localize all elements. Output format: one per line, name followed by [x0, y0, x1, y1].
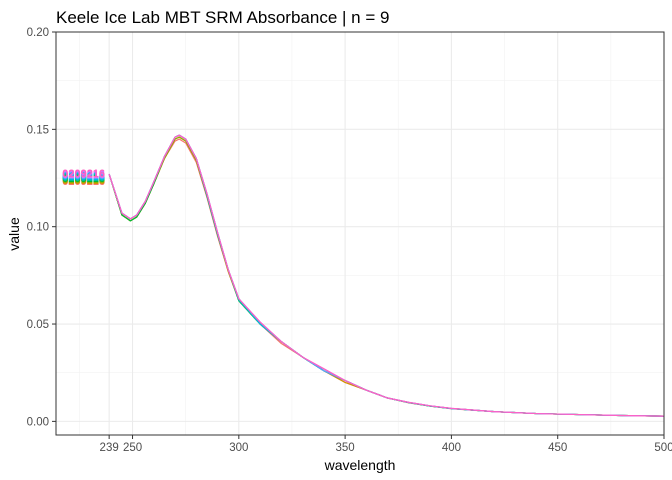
x-tick-label: 239: [100, 442, 119, 454]
x-tick-label: 250: [123, 442, 142, 454]
y-tick-label: 0.20: [27, 27, 49, 39]
y-axis-ticks: 0.00 0.05 0.10 0.15 0.20: [27, 27, 56, 428]
y-axis-title: value: [6, 217, 22, 251]
series-label-3: 0209216: [62, 174, 105, 186]
y-tick-label: 0.15: [27, 124, 49, 136]
x-axis-title: wavelength: [324, 457, 396, 473]
y-tick-label: 0.05: [27, 319, 49, 331]
panel-border: [55, 31, 665, 436]
x-tick-label: 400: [442, 442, 461, 454]
series-label-7: 0209216: [62, 170, 105, 182]
series-labels: 0209216020921602092160209216020921602092…: [62, 168, 105, 188]
series-label-5: 0209216: [62, 172, 105, 184]
y-tick-label: 0.10: [27, 222, 49, 234]
series-label-8: 0209216: [62, 169, 105, 181]
x-tick-label: 350: [336, 442, 355, 454]
x-tick-label: 450: [548, 442, 567, 454]
series-label-6: 0209216: [62, 171, 105, 183]
y-tick-label: 0.00: [27, 416, 49, 428]
x-tick-label: 500: [654, 442, 672, 454]
series-lines: [108, 134, 665, 417]
chart-title: Keele Ice Lab MBT SRM Absorbance | n = 9: [56, 8, 389, 27]
series-line-9: [108, 134, 665, 417]
x-tick-label: 300: [229, 442, 248, 454]
series-label-1: 0209216: [62, 176, 105, 188]
series-label-4: 0209216: [62, 173, 105, 185]
series-label-2: 0209216: [62, 175, 105, 187]
x-axis-ticks: 239 250 300 350 400 450 500: [100, 435, 672, 454]
series-label-9: 0209216: [62, 168, 105, 180]
